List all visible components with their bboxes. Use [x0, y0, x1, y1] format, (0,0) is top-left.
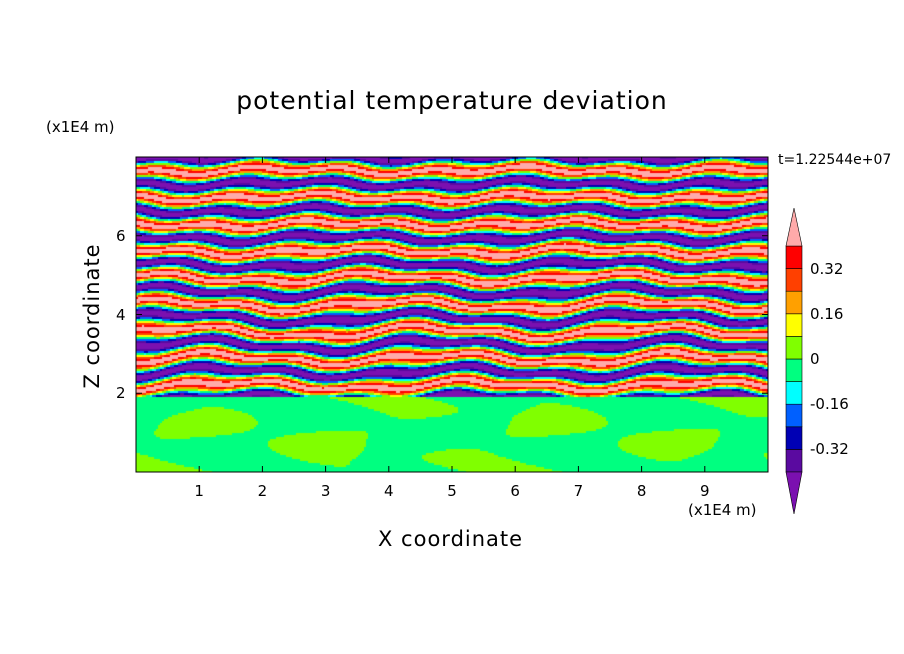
x-tick-label: 3 — [320, 482, 331, 500]
x-tick-label: 1 — [194, 482, 204, 500]
colorbar-swatch — [785, 358, 803, 382]
colorbar-label: -0.16 — [810, 395, 849, 414]
x-tick-label: 8 — [636, 482, 647, 500]
y-axis-label: Z coordinate — [80, 243, 104, 389]
colorbar-label: 0.32 — [810, 259, 844, 278]
chart-title: potential temperature deviation — [236, 86, 668, 115]
colorbar-label: -0.32 — [810, 440, 849, 459]
contour-image — [136, 157, 768, 472]
colorbar-swatch — [785, 403, 803, 428]
x-tick-label: 2 — [257, 482, 268, 500]
colorbar-label: 0 — [810, 350, 820, 368]
y-tick-label: 6 — [116, 226, 126, 245]
x-axis-unit: (x1E4 m) — [688, 501, 757, 519]
x-tick-label: 9 — [700, 482, 710, 500]
y-tick-marks — [136, 235, 768, 394]
colorbar-swatch — [785, 381, 803, 405]
colorbar-swatch — [785, 449, 803, 473]
x-tick-label: 6 — [510, 482, 520, 500]
colorbar-min-arrow — [785, 471, 803, 515]
y-axis-unit: (x1E4 m) — [46, 118, 115, 136]
x-axis-label: X coordinate — [378, 527, 524, 551]
y-tick-label: 2 — [116, 384, 126, 403]
x-tick-label: 7 — [573, 482, 584, 500]
y-tick-label: 4 — [116, 305, 126, 324]
colorbar — [785, 207, 803, 515]
colorbar-label: 0.16 — [810, 304, 844, 323]
colorbar-swatch — [785, 290, 803, 315]
colorbar-swatch — [785, 336, 803, 360]
time-label: t=1.22544e+07 — [778, 152, 892, 168]
colorbar-swatch — [785, 426, 803, 450]
colorbar-max-arrow — [785, 207, 803, 247]
x-tick-marks — [198, 157, 706, 472]
colorbar-swatch — [785, 245, 803, 269]
x-tick-label: 4 — [384, 482, 394, 500]
contour-field — [136, 157, 768, 472]
x-tick-label: 5 — [447, 482, 457, 500]
colorbar-swatch — [785, 268, 803, 292]
colorbar-swatch — [785, 313, 803, 337]
